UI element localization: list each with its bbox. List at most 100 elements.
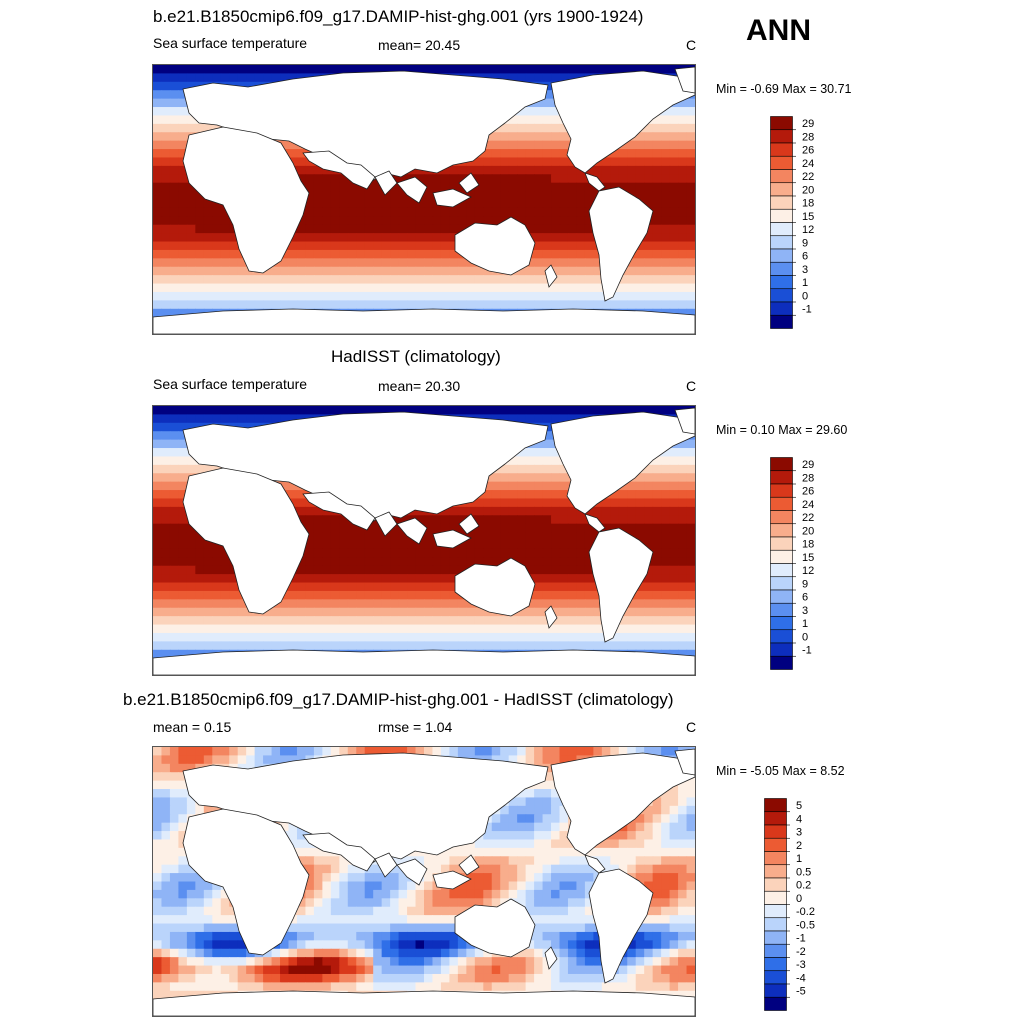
colorbar-swatch [770,629,793,644]
panel-3-map [152,746,696,1017]
colorbar-swatch [770,616,793,631]
colorbar-label: 29 [802,118,814,130]
panel-3-rmse: rmse = 1.04 [378,719,453,735]
panel-1-map [152,64,696,335]
panel-1-minmax: Min = -0.69 Max = 30.71 [716,82,852,96]
panel-1-colorbar: 29 28 26 24 22 20 18 15 12 9 6 3 1 0 -1 [770,116,840,330]
colorbar-label: 24 [802,158,814,170]
colorbar-label: 12 [802,224,814,236]
landmass-samerica [588,527,654,643]
colorbar-swatch [770,301,793,316]
colorbar-swatch [770,655,793,670]
colorbar-label: -1 [802,645,812,657]
colorbar-swatch [770,470,793,485]
coastlines [153,748,695,1016]
landmass-centam [584,854,606,874]
colorbar-label: 6 [802,592,808,604]
panel-2-variable: Sea surface temperature [153,376,308,392]
colorbar-label: 22 [802,512,814,524]
colorbar-swatch [770,496,793,511]
panel-3-units: C [686,719,697,735]
landmass-seasia [396,854,480,890]
colorbar-label: -3 [796,959,806,971]
colorbar-swatch [770,195,793,210]
colorbar-label: 28 [802,131,814,143]
landmass-centam [584,172,606,192]
panel-2-map [152,405,696,676]
colorbar-label: 1 [802,618,808,630]
colorbar-label: -0.5 [796,919,815,931]
colorbar-label: 20 [802,525,814,537]
landmass-samerica [588,868,654,984]
colorbar-swatch [764,917,787,932]
colorbar-label: 29 [802,459,814,471]
colorbar-swatch [770,182,793,197]
colorbar-label: 18 [802,198,814,210]
colorbar-label: 9 [802,578,808,590]
landmass-namerica [550,70,695,174]
colorbar-swatch [770,116,793,131]
colorbar-swatch [764,811,787,826]
colorbar-label: 0.2 [796,880,811,892]
landmass-seasia [396,172,480,208]
colorbar-swatch [770,142,793,157]
colorbar-swatch [770,129,793,144]
landmass-africa [182,467,310,615]
colorbar-swatch [764,824,787,839]
panel-2-title: HadISST (climatology) [331,347,501,366]
colorbar-label: -1 [796,933,806,945]
colorbar-swatch [770,576,793,591]
landmass-namerica [550,752,695,856]
landmass-greenland [674,66,695,94]
colorbar-swatch [764,943,787,958]
colorbar-label: 3 [802,264,808,276]
colorbar-swatch [764,890,787,905]
colorbar-swatch [764,970,787,985]
landmass-greenland [674,407,695,435]
colorbar-label: 1 [796,853,802,865]
colorbar-label: 0.5 [796,866,811,878]
map-field [153,406,695,675]
colorbar-label: 3 [796,827,802,839]
colorbar-swatch [770,235,793,250]
colorbar-swatch [770,222,793,237]
colorbar-swatch [770,275,793,290]
landmass-nz [544,605,558,629]
colorbar-swatch [764,904,787,919]
colorbar-label: 26 [802,486,814,498]
landmass-australia [454,557,536,617]
panel-2-minmax: Min = 0.10 Max = 29.60 [716,423,848,437]
panel-2-units: C [686,378,697,394]
landmass-namerica [550,411,695,515]
colorbar-label: 0 [802,290,808,302]
colorbar-swatch [764,837,787,852]
colorbar-label: -0.2 [796,906,815,918]
coastlines [153,66,695,334]
landmass-samerica [588,186,654,302]
landmass-seasia [396,513,480,549]
colorbar-label: 26 [802,145,814,157]
colorbar-swatch [770,563,793,578]
panel-1-variable: Sea surface temperature [153,35,308,51]
panel-2-colorbar: 29 28 26 24 22 20 18 15 12 9 6 3 1 0 -1 [770,457,840,671]
colorbar-swatch [764,877,787,892]
landmass-greenland [674,748,695,776]
colorbar-label: -4 [796,972,806,984]
colorbar-swatch [770,314,793,329]
map-field [153,65,695,334]
colorbar-swatch [764,930,787,945]
panel-3-colorbar: 5 4 3 2 1 0.5 0.2 0 -0.2 -0.5 -1 -2 -3 -4 -5 [764,798,834,1012]
landmass-australia [454,216,536,276]
landmass-australia [454,898,536,958]
landmass-centam [584,513,606,533]
colorbar-swatch [764,851,787,866]
colorbar-label: 2 [796,840,802,852]
landmass-africa [182,126,310,274]
panel-3-minmax: Min = -5.05 Max = 8.52 [716,764,845,778]
colorbar-swatch [770,155,793,170]
coastlines [153,407,695,675]
colorbar-swatch [770,523,793,538]
colorbar-label: 18 [802,539,814,551]
colorbar-label: 4 [796,813,802,825]
colorbar-label: 3 [802,605,808,617]
